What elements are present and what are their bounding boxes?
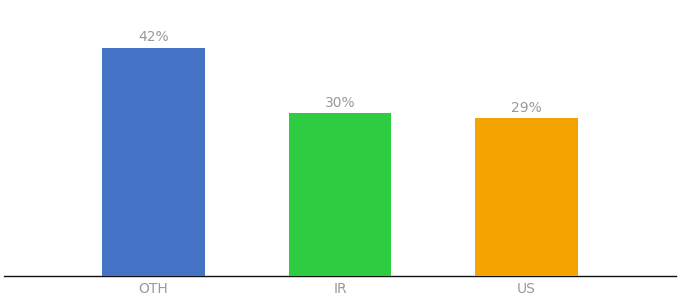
Bar: [102, 48, 205, 276]
Text: 42%: 42%: [138, 30, 169, 44]
Bar: [289, 113, 391, 276]
Text: 29%: 29%: [511, 101, 542, 115]
Text: 30%: 30%: [324, 96, 356, 110]
Bar: [475, 118, 578, 276]
